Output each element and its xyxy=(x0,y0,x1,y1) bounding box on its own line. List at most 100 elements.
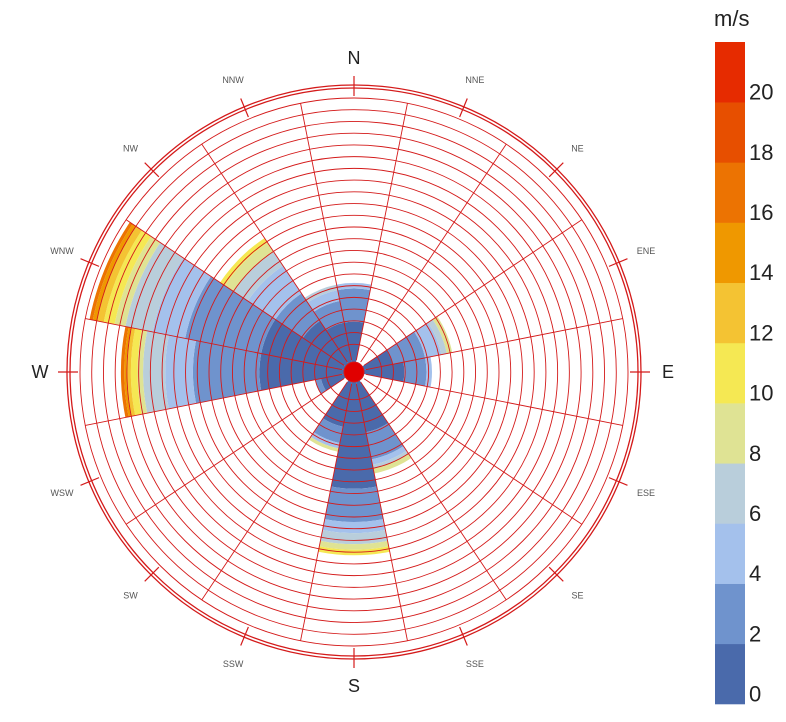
direction-label-sse: SSE xyxy=(466,659,484,669)
sector-ene-bin-1 xyxy=(386,331,426,365)
legend-tick-label: 6 xyxy=(749,501,761,526)
legend-tick-label: 14 xyxy=(749,260,773,285)
legend-swatch-4-6 xyxy=(715,523,745,584)
sector-wnw-bin-0 xyxy=(261,319,350,371)
grid-radial-line xyxy=(201,143,348,363)
grid-ring xyxy=(255,273,453,471)
sector-s-bin-2 xyxy=(322,519,386,534)
direction-tick xyxy=(608,258,628,267)
legend-tick-label: 4 xyxy=(749,561,761,586)
grid-radial-line xyxy=(300,383,353,641)
grid-radial-line xyxy=(125,378,345,525)
legend-swatch-2-4 xyxy=(715,583,745,645)
legend-tick-label: 18 xyxy=(749,140,773,165)
grid-ring xyxy=(243,261,465,483)
sector-w-bin-8 xyxy=(120,326,129,418)
grid-radial-line xyxy=(360,143,507,363)
sector-ssw-bin-4 xyxy=(308,436,339,452)
sector-wsw-bin-1 xyxy=(315,378,326,394)
direction-label-ne: NE xyxy=(571,144,584,154)
grid-ring xyxy=(267,285,441,459)
legend-swatch-20-22 xyxy=(715,42,745,103)
grid-ring xyxy=(302,320,406,424)
sector-sse-bin-4 xyxy=(373,453,412,474)
legend-unit-label: m/s xyxy=(714,6,750,31)
legend-tick-label: 0 xyxy=(749,682,761,707)
center-hub xyxy=(343,361,365,383)
direction-label-sw: SW xyxy=(123,590,138,600)
direction-label-ese: ESE xyxy=(637,488,655,498)
grid-radial-line xyxy=(363,219,583,366)
grid-radial-line xyxy=(360,381,507,601)
grid-ring xyxy=(79,97,629,647)
grid-radial-line xyxy=(363,378,583,525)
direction-label-ssw: SSW xyxy=(223,659,244,669)
legend-swatch-14-16 xyxy=(715,222,745,284)
grid-ring xyxy=(138,156,570,588)
direction-tick xyxy=(80,477,100,486)
direction-tick xyxy=(548,162,564,178)
direction-label-nw: NW xyxy=(123,144,138,154)
direction-labels: N NNE NE ENE E ESE SE SSE S SSW SW WSW W WNW NW NNW xyxy=(32,48,675,696)
sector-ene-bin-3 xyxy=(428,319,447,355)
sector-w-bin-3 xyxy=(143,330,169,414)
sector-nw-bin-3 xyxy=(233,251,283,301)
speed-legend: 0 2 4 6 8 10 12 14 16 18 20 xyxy=(715,42,773,707)
grid-ring xyxy=(220,238,488,506)
direction-label-w: W xyxy=(32,362,49,382)
grid-radial-line xyxy=(355,103,408,361)
legend-swatch-10-12 xyxy=(715,342,745,404)
grid-ring xyxy=(314,332,394,412)
direction-tick xyxy=(240,626,249,646)
direction-tick xyxy=(459,626,468,646)
legend-swatch-12-14 xyxy=(715,282,745,344)
sector-ene-bin-4 xyxy=(432,316,453,354)
sector-ssw-bin-2 xyxy=(310,432,340,449)
grid-radial-line xyxy=(125,219,345,366)
sector-wnw-bin-6 xyxy=(97,226,142,323)
legend-swatch-16-18 xyxy=(715,162,745,223)
grid-ring xyxy=(103,121,605,623)
sector-sse-bin-2 xyxy=(371,446,407,465)
direction-tick xyxy=(240,98,249,118)
legend-tick-label: 8 xyxy=(749,441,761,466)
sector-w-bin-0 xyxy=(259,353,349,391)
sector-n-bin-2 xyxy=(336,282,372,291)
direction-label-wnw: WNW xyxy=(50,246,74,256)
legend-swatch-8-10 xyxy=(715,403,745,464)
grid-ring xyxy=(161,179,547,565)
direction-label-nnw: NNW xyxy=(222,75,244,85)
direction-label-s: S xyxy=(348,676,360,696)
grid-ring xyxy=(278,296,430,448)
direction-label-ene: ENE xyxy=(637,246,656,256)
grid-ring xyxy=(208,226,500,518)
sector-nw-bin-4 xyxy=(224,242,274,292)
direction-label-n: N xyxy=(348,48,361,68)
grid-ring xyxy=(232,250,476,494)
sector-wnw-bin-4 xyxy=(114,236,161,327)
sector-nnw-bin-2 xyxy=(307,290,340,312)
legend-tick-label: 16 xyxy=(749,200,773,225)
grid-radial-line xyxy=(355,383,408,641)
sector-ssw-bin-1 xyxy=(313,418,344,444)
sector-s-bin-4 xyxy=(319,540,389,550)
legend-tick-label: 20 xyxy=(749,80,773,105)
grid-ring xyxy=(290,308,418,436)
sector-w-bin-6 xyxy=(126,327,136,417)
sector-s-bin-0 xyxy=(331,377,377,489)
sector-n-bin-1 xyxy=(337,288,371,323)
sector-e-bin-1 xyxy=(403,357,427,387)
sector-w-bin-5 xyxy=(130,328,142,416)
grid-radial-line xyxy=(85,318,343,371)
direction-tick xyxy=(459,98,468,118)
grid-ring xyxy=(196,214,512,530)
direction-tick xyxy=(144,162,160,178)
grid-ring xyxy=(149,167,559,577)
polar-grid xyxy=(58,76,650,668)
grid-radial-line xyxy=(365,373,623,426)
direction-label-nne: NNE xyxy=(465,75,484,85)
direction-label-wsw: WSW xyxy=(51,488,74,498)
sector-w-bin-7 xyxy=(124,327,131,417)
sector-sse-bin-3 xyxy=(372,450,409,469)
